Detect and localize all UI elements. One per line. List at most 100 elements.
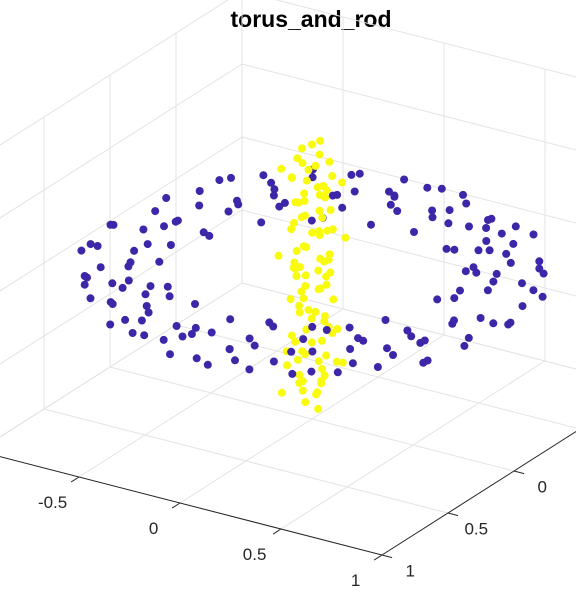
- torus-point: [333, 368, 342, 377]
- torus-point: [159, 335, 168, 344]
- torus-point: [231, 356, 239, 365]
- torus-point: [485, 246, 494, 255]
- torus-point: [307, 216, 316, 225]
- x-tick-label: 1: [351, 571, 360, 590]
- grid-line: [0, 0, 229, 146]
- grid-lines: [0, 0, 576, 556]
- rod-point: [311, 161, 320, 170]
- torus-point: [518, 279, 526, 288]
- rod-point: [277, 388, 286, 397]
- torus-point: [172, 322, 181, 330]
- rod-point: [307, 314, 316, 323]
- torus-point: [428, 213, 437, 222]
- torus-point: [86, 240, 95, 249]
- torus-point: [465, 222, 473, 231]
- torus-point: [187, 330, 196, 338]
- torus-point: [118, 283, 127, 292]
- torus-point: [511, 222, 520, 231]
- x-tick-label: 0.5: [243, 545, 267, 564]
- rod-point: [297, 213, 306, 222]
- rod-point: [315, 150, 324, 159]
- torus-point: [191, 323, 200, 332]
- torus-point: [437, 184, 446, 193]
- grid-line: [0, 282, 243, 438]
- torus-point: [192, 354, 201, 363]
- torus-point: [106, 220, 115, 229]
- torus-point: [538, 292, 547, 301]
- torus-point: [450, 245, 459, 254]
- torus-point: [162, 194, 171, 202]
- torus-point: [450, 294, 459, 303]
- rod-point: [322, 186, 331, 195]
- torus-point: [166, 350, 174, 359]
- rod-point: [316, 136, 325, 145]
- torus-point: [163, 282, 172, 291]
- rod-point: [283, 361, 292, 370]
- torus-point: [203, 360, 212, 369]
- torus-point: [166, 241, 175, 249]
- torus-point: [338, 203, 347, 212]
- rod-point: [304, 306, 313, 314]
- y-tick-mark: [513, 470, 525, 475]
- rod-point: [311, 307, 320, 316]
- torus-point: [191, 300, 199, 308]
- torus-point: [307, 367, 316, 376]
- grid-line: [0, 136, 243, 292]
- torus-point: [502, 249, 511, 258]
- torus-point: [367, 220, 375, 229]
- rod-point: [328, 225, 337, 234]
- torus-point: [444, 219, 453, 228]
- torus-point: [461, 267, 470, 276]
- torus-point: [77, 246, 86, 255]
- torus-point: [423, 183, 432, 192]
- torus-point: [144, 308, 153, 317]
- rod-point: [316, 254, 325, 263]
- rod-point: [338, 358, 347, 367]
- torus-point: [445, 206, 454, 215]
- x-tick-mark: [272, 528, 282, 535]
- torus-point: [257, 218, 266, 227]
- torus-point: [322, 326, 331, 334]
- torus-point: [428, 206, 437, 215]
- torus-point: [287, 347, 296, 356]
- rod-point: [291, 337, 300, 346]
- rod-point: [302, 243, 311, 252]
- rod-point: [299, 294, 308, 303]
- grid-line: [109, 366, 515, 472]
- torus-point: [137, 316, 146, 325]
- torus-point: [472, 268, 481, 277]
- grid-line: [0, 209, 243, 365]
- torus-point: [215, 176, 224, 185]
- torus-point: [141, 290, 150, 299]
- torus-point: [482, 237, 491, 245]
- torus-point: [539, 269, 548, 278]
- torus-point: [348, 359, 357, 368]
- rod-point: [314, 266, 323, 275]
- torus-point: [433, 295, 442, 304]
- y-tick-mark: [447, 512, 459, 517]
- torus-point: [529, 286, 538, 295]
- rod-point: [332, 357, 341, 366]
- torus-point: [535, 257, 544, 266]
- x-tick-mark: [70, 476, 80, 483]
- rod-point: [298, 159, 307, 168]
- grid-line: [241, 282, 576, 370]
- torus-point: [373, 363, 382, 371]
- rod-point: [320, 317, 329, 326]
- torus-point: [96, 263, 105, 272]
- torus-point: [459, 190, 467, 199]
- grid-line: [274, 0, 576, 78]
- torus-point: [269, 357, 278, 366]
- torus-point: [354, 334, 362, 343]
- rod-point: [308, 140, 316, 149]
- rod-point: [274, 251, 283, 260]
- torus-point: [506, 318, 515, 327]
- tick-labels: -1-0.500.51-1-0.500.51-0.500.5: [38, 477, 547, 590]
- torus-point: [130, 246, 139, 255]
- rod-point: [301, 398, 310, 407]
- rod-point: [297, 287, 306, 296]
- torus-point: [155, 257, 164, 266]
- torus-point: [106, 320, 115, 329]
- torus-point: [80, 280, 89, 289]
- torus-point: [347, 170, 356, 179]
